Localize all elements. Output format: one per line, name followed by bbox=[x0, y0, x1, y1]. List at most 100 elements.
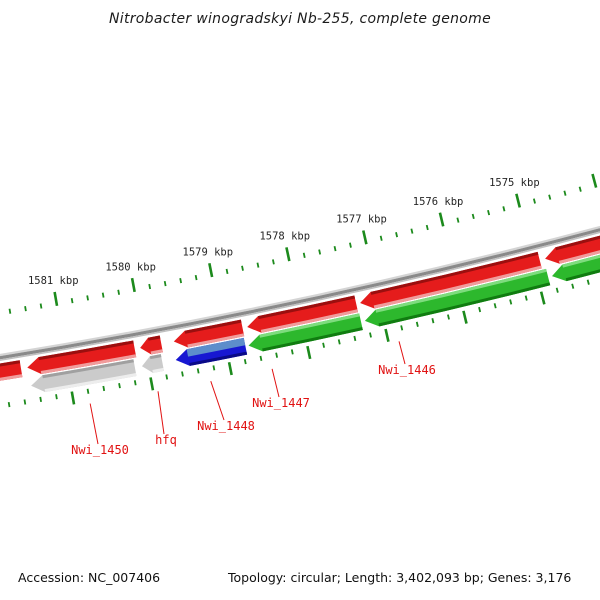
ruler-kbp-label: 1577 kbp bbox=[336, 214, 387, 226]
gene-label-leader bbox=[398, 341, 406, 365]
ruler-minor-tick bbox=[395, 232, 399, 238]
inner-minor-tick bbox=[165, 374, 169, 380]
ruler-minor-tick bbox=[333, 245, 337, 252]
ruler-minor-tick bbox=[101, 292, 105, 298]
inner-major-tick bbox=[306, 345, 312, 360]
ruler-minor-tick bbox=[86, 295, 89, 301]
gene-arrow-top-bevel bbox=[259, 313, 360, 338]
gene-arrow-top-bevel bbox=[42, 359, 134, 379]
ruler-minor-tick bbox=[256, 262, 260, 268]
inner-minor-tick bbox=[181, 371, 184, 377]
gene-label-leader bbox=[157, 391, 165, 435]
inner-minor-tick bbox=[86, 388, 90, 394]
ruler-minor-tick bbox=[578, 186, 582, 192]
gene-label-nwi_1448: Nwi_1448 bbox=[197, 419, 255, 433]
inner-major-tick bbox=[149, 377, 155, 391]
ruler-major-tick bbox=[285, 247, 291, 262]
inner-minor-tick bbox=[524, 295, 528, 301]
gene-arrow bbox=[140, 335, 163, 355]
ruler-minor-tick bbox=[302, 252, 306, 258]
gene-label-nwi_1450: Nwi_1450 bbox=[71, 443, 129, 457]
gene-arrow-bottom-bevel bbox=[44, 373, 137, 393]
inner-minor-tick bbox=[322, 342, 326, 348]
accession-text: Accession: NC_007406 bbox=[18, 570, 161, 585]
gene-arrow bbox=[27, 340, 137, 374]
ruler-minor-tick bbox=[487, 209, 491, 216]
inner-minor-tick bbox=[509, 299, 513, 305]
gene-arrow-top-bevel bbox=[375, 268, 547, 313]
ruler-minor-tick bbox=[502, 206, 506, 212]
gene-arrow-top-bevel bbox=[149, 354, 162, 360]
gene-arrow-bottom-bevel bbox=[187, 333, 245, 348]
ruler-minor-tick bbox=[163, 280, 167, 287]
ruler-minor-tick bbox=[148, 283, 152, 290]
ruler-kbp-label: 1578 kbp bbox=[259, 231, 310, 243]
inner-minor-tick bbox=[55, 394, 58, 400]
inner-minor-tick bbox=[243, 358, 247, 365]
gene-label-nwi_1446: Nwi_1446 bbox=[378, 363, 436, 377]
inner-minor-tick bbox=[431, 318, 435, 324]
gene-arrow-top-bevel bbox=[148, 335, 161, 341]
ruler-minor-tick bbox=[241, 265, 244, 271]
ruler-minor-tick bbox=[70, 298, 74, 304]
genome-stats-text: Topology: circular; Length: 3,402,093 bp… bbox=[228, 570, 572, 585]
ruler-minor-tick bbox=[456, 217, 460, 223]
gene-arrow-bottom-bevel bbox=[40, 354, 137, 374]
inner-minor-tick bbox=[196, 368, 200, 374]
gene-label-leader bbox=[89, 403, 99, 445]
map-title: Nitrobacter winogradskyi Nb-255, complet… bbox=[108, 11, 492, 27]
gene-arrow-top-bevel bbox=[555, 235, 600, 251]
gene-label-nwi_1447: Nwi_1447 bbox=[252, 396, 310, 410]
gene-arrow-bottom-bevel bbox=[189, 351, 248, 366]
gene-arrow bbox=[360, 251, 542, 309]
inner-minor-tick bbox=[133, 380, 137, 386]
ruler-major-tick bbox=[591, 173, 598, 188]
ruler-minor-tick bbox=[24, 306, 27, 312]
inner-minor-tick bbox=[571, 283, 575, 289]
inner-major-tick bbox=[462, 310, 468, 324]
inner-minor-tick bbox=[447, 314, 450, 320]
gene-arrow-nwi_1447 bbox=[248, 313, 363, 352]
ruler-major-tick bbox=[362, 230, 368, 245]
inner-major-tick bbox=[70, 391, 76, 405]
inner-minor-tick bbox=[369, 332, 372, 338]
gene-arrow-top-bevel bbox=[38, 340, 134, 361]
gene-arrow bbox=[173, 319, 245, 348]
gene-arrow-bottom-bevel bbox=[150, 349, 163, 355]
ruler-minor-tick bbox=[532, 198, 536, 204]
gene-arrow-top-bevel bbox=[370, 251, 539, 295]
ruler-kbp-label: 1580 kbp bbox=[105, 261, 156, 273]
gene-arrow-nwi_1450 bbox=[31, 359, 137, 393]
inner-minor-tick bbox=[118, 383, 121, 389]
inner-major-tick bbox=[539, 291, 546, 305]
gene-arrow-bottom-bevel bbox=[262, 327, 363, 352]
ruler-minor-tick bbox=[39, 303, 43, 309]
gene-arrow-bottom-bevel bbox=[373, 265, 542, 309]
ruler-minor-tick bbox=[8, 308, 12, 314]
ruler-minor-tick bbox=[271, 259, 275, 265]
ruler-major-tick bbox=[53, 291, 59, 307]
ruler-minor-tick bbox=[179, 277, 183, 284]
gene-arrow-top-bevel bbox=[257, 295, 356, 320]
inner-minor-tick bbox=[275, 352, 279, 358]
inner-minor-tick bbox=[7, 401, 11, 408]
gene-arrow-bottom-bevel bbox=[565, 269, 600, 282]
ruler-kbp-label: 1575 kbp bbox=[489, 177, 540, 189]
ruler-major-tick bbox=[515, 193, 522, 208]
inner-major-tick bbox=[384, 328, 390, 342]
ruler-minor-tick bbox=[471, 213, 475, 220]
inner-minor-tick bbox=[212, 365, 216, 371]
ruler-major-tick bbox=[438, 212, 445, 227]
ruler-minor-tick bbox=[563, 190, 567, 196]
inner-minor-tick bbox=[353, 335, 357, 342]
inner-minor-tick bbox=[102, 385, 106, 392]
inner-minor-tick bbox=[478, 306, 482, 313]
ruler-kbp-label: 1581 kbp bbox=[28, 275, 79, 287]
ruler-kbp-label: 1576 kbp bbox=[413, 196, 464, 208]
ruler-minor-tick bbox=[318, 249, 322, 255]
gene-arrow-hfq bbox=[141, 354, 164, 373]
inner-minor-tick bbox=[400, 325, 404, 331]
ruler-minor-tick bbox=[548, 194, 552, 200]
